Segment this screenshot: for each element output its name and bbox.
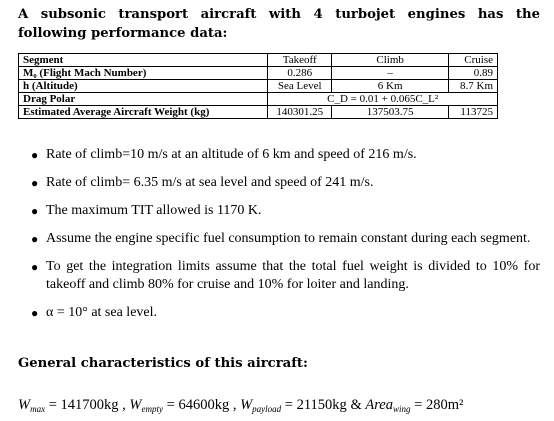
aircraft-characteristics-formula: Wmax = 141700kg , Wempty = 64600kg , Wpa… — [18, 396, 463, 418]
row-label: Drag Polar — [19, 93, 268, 106]
row-label: M₀ (Flight Mach Number) — [19, 67, 268, 80]
list-item: ● Rate of climb=10 m/s at an altitude of … — [18, 146, 540, 164]
cell-cruise: 8.7 Km — [449, 80, 498, 93]
intro-paragraph: A subsonic transport aircraft with 4 tur… — [18, 5, 540, 43]
list-item: ● Rate of climb= 6.35 m/s at sea level an… — [18, 174, 540, 192]
bullet-icon: ● — [31, 304, 38, 322]
list-item-text: Rate of climb=10 m/s at an altitude of 6… — [46, 147, 417, 162]
section-heading: General characteristics of this aircraft… — [18, 355, 308, 373]
w-payload-value: 21150kg — [297, 397, 347, 413]
list-item-text: α = 10° at sea level. — [46, 305, 157, 320]
row-label: h (Altitude) — [19, 80, 268, 93]
cell-climb: 137503.75 — [332, 106, 449, 119]
w-empty-value: 64600kg — [178, 397, 229, 413]
list-item-text: To get the integration limits assume tha… — [46, 259, 540, 292]
table-row: h (Altitude) Sea Level 6 Km 8.7 Km — [19, 80, 498, 93]
cell-climb: – — [332, 67, 449, 80]
list-item: ● α = 10° at sea level. — [18, 304, 540, 322]
w-max-value: 141700kg — [61, 397, 119, 413]
cell-takeoff: 0.286 — [268, 67, 332, 80]
cell-cruise: 0.89 — [449, 67, 498, 80]
list-item-text: The maximum TIT allowed is 1170 K. — [46, 203, 262, 218]
table-row: M₀ (Flight Mach Number) 0.286 – 0.89 — [19, 67, 498, 80]
row-label: Estimated Average Aircraft Weight (kg) — [19, 106, 268, 119]
header-segment: Segment — [19, 54, 268, 67]
table-row: Estimated Average Aircraft Weight (kg) 1… — [19, 106, 498, 119]
cell-takeoff: Sea Level — [268, 80, 332, 93]
bullet-icon: ● — [31, 258, 38, 276]
table-row: Drag Polar C_D = 0.01 + 0.065C_L² — [19, 93, 498, 106]
cell-drag-polar: C_D = 0.01 + 0.065C_L² — [268, 93, 498, 106]
table-header-row: Segment Takeoff Climb Cruise — [19, 54, 498, 67]
bullet-icon: ● — [31, 146, 38, 164]
wing-area-value: 280m² — [426, 397, 463, 413]
header-takeoff: Takeoff — [268, 54, 332, 67]
bullet-icon: ● — [31, 174, 38, 192]
header-cruise: Cruise — [449, 54, 498, 67]
list-item: ● The maximum TIT allowed is 1170 K. — [18, 202, 540, 220]
list-item: ● To get the integration limits assume th… — [18, 258, 540, 294]
cell-takeoff: 140301.25 — [268, 106, 332, 119]
bullet-icon: ● — [31, 230, 38, 248]
header-climb: Climb — [332, 54, 449, 67]
performance-table: Segment Takeoff Climb Cruise M₀ (Flight … — [18, 53, 498, 119]
list-item-text: Assume the engine specific fuel consumpt… — [46, 231, 530, 246]
bullet-icon: ● — [31, 202, 38, 220]
cell-cruise: 113725 — [449, 106, 498, 119]
list-item-text: Rate of climb= 6.35 m/s at sea level and… — [46, 175, 374, 190]
assumption-list: ● Rate of climb=10 m/s at an altitude of … — [18, 146, 540, 332]
list-item: ● Assume the engine specific fuel consump… — [18, 230, 540, 248]
cell-climb: 6 Km — [332, 80, 449, 93]
